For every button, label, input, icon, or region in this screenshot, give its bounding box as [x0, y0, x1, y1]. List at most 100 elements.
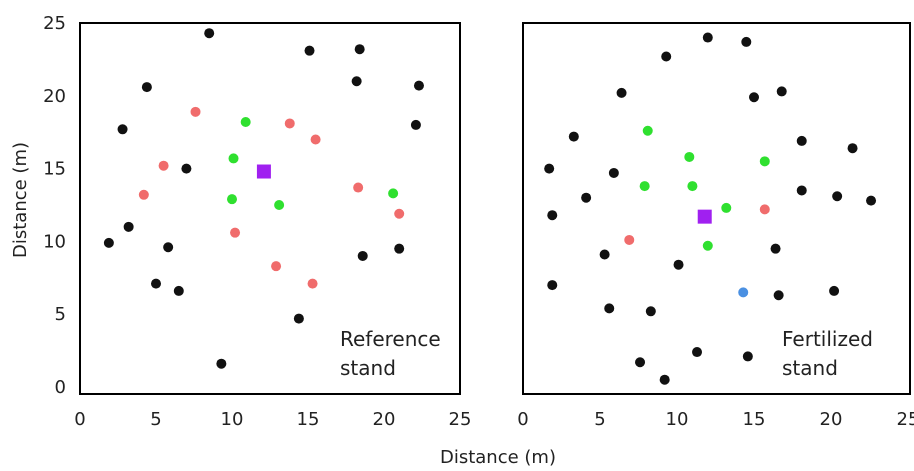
black-point — [645, 306, 656, 317]
black-point — [702, 32, 713, 43]
y-tick-label: 10 — [43, 231, 66, 252]
green-point — [227, 194, 237, 205]
annotation-line-1: Reference — [340, 327, 441, 351]
data-points — [544, 32, 877, 385]
green-point — [684, 151, 695, 162]
blue-point — [738, 287, 749, 298]
x-tick-label: 25 — [897, 409, 914, 430]
x-tick-labels: 0 5 10 15 20 25 — [517, 409, 914, 430]
green-point — [639, 181, 650, 192]
black-point — [351, 76, 362, 87]
red-point — [353, 182, 364, 193]
black-point — [568, 131, 579, 142]
x-tick-label: 25 — [449, 409, 472, 430]
black-point — [832, 191, 843, 202]
green-point — [759, 156, 770, 167]
black-point — [410, 119, 421, 130]
green-point — [388, 188, 399, 199]
red-point — [394, 208, 405, 219]
red-point — [624, 234, 635, 245]
black-point — [216, 358, 227, 369]
green-point — [240, 117, 251, 128]
black-point — [581, 192, 592, 203]
x-axis-label: Distance (m) — [440, 447, 556, 468]
black-point — [673, 259, 684, 270]
green-point — [274, 200, 285, 210]
black-point — [181, 163, 192, 174]
red-point — [284, 118, 295, 129]
black-point — [796, 185, 807, 196]
black-point — [773, 290, 784, 301]
black-point — [413, 80, 424, 91]
red-point — [307, 278, 318, 289]
black-point — [544, 163, 555, 174]
x-tick-label: 5 — [150, 409, 161, 430]
red-point — [190, 106, 201, 117]
black-point — [304, 45, 315, 56]
annotation-line-2: stand — [340, 356, 396, 380]
y-tick-label: 15 — [43, 159, 66, 180]
black-point — [123, 221, 134, 232]
data-points — [103, 28, 424, 369]
y-tick-labels: 0 5 10 15 20 25 — [43, 13, 66, 398]
black-point — [635, 357, 646, 368]
x-tick-label: 0 — [74, 409, 85, 430]
green-point — [721, 202, 732, 213]
black-point — [659, 374, 670, 385]
x-tick-label: 15 — [743, 409, 766, 430]
black-point — [173, 285, 184, 296]
green-point — [228, 153, 239, 164]
red-point — [138, 189, 149, 200]
annotation-line-1: Fertilized — [782, 327, 873, 351]
y-tick-label: 20 — [43, 86, 66, 107]
x-tick-label: 10 — [221, 409, 244, 430]
black-point — [616, 87, 627, 98]
black-point — [776, 86, 787, 97]
black-point — [692, 347, 703, 358]
x-tick-label: 5 — [594, 409, 605, 430]
black-point — [103, 237, 114, 248]
black-point — [741, 36, 752, 47]
y-tick-label: 5 — [55, 304, 66, 325]
annotation-line-2: stand — [782, 356, 838, 380]
black-point — [770, 243, 781, 254]
purple-square-marker — [256, 164, 271, 179]
red-point — [158, 160, 169, 171]
black-point — [866, 195, 877, 206]
black-point — [749, 92, 759, 103]
x-tick-labels: 0 5 10 15 20 25 — [74, 409, 471, 430]
black-point — [141, 82, 152, 93]
purple-square-marker — [697, 209, 712, 224]
x-tick-label: 0 — [517, 409, 528, 430]
x-tick-label: 20 — [820, 409, 843, 430]
green-point — [642, 125, 653, 136]
black-point — [847, 143, 858, 154]
black-point — [354, 44, 365, 55]
black-point — [742, 351, 753, 362]
black-point — [547, 280, 558, 291]
red-point — [759, 204, 770, 215]
plot-frame — [522, 22, 911, 395]
black-point — [599, 249, 610, 260]
plot-frame — [79, 22, 461, 395]
black-point — [293, 313, 304, 324]
y-tick-label: 0 — [55, 377, 66, 398]
black-point — [608, 167, 619, 178]
reference-stand-plot: 0 5 10 15 20 25 0 5 10 15 20 25 Reference stand — [43, 13, 471, 430]
black-point — [357, 250, 368, 261]
red-point — [230, 227, 241, 238]
x-tick-label: 10 — [666, 409, 689, 430]
black-point — [829, 285, 840, 296]
y-axis-label: Distance (m) — [10, 142, 31, 258]
x-tick-label: 15 — [297, 409, 320, 430]
black-point — [796, 135, 807, 146]
red-point — [271, 261, 282, 272]
black-point — [604, 303, 615, 314]
fertilized-stand-plot: 0 5 10 15 20 25 Fertilized stand — [517, 22, 914, 430]
black-point — [547, 210, 558, 221]
black-point — [163, 242, 174, 253]
black-point — [151, 278, 161, 289]
green-point — [687, 181, 698, 192]
red-point — [310, 134, 321, 145]
